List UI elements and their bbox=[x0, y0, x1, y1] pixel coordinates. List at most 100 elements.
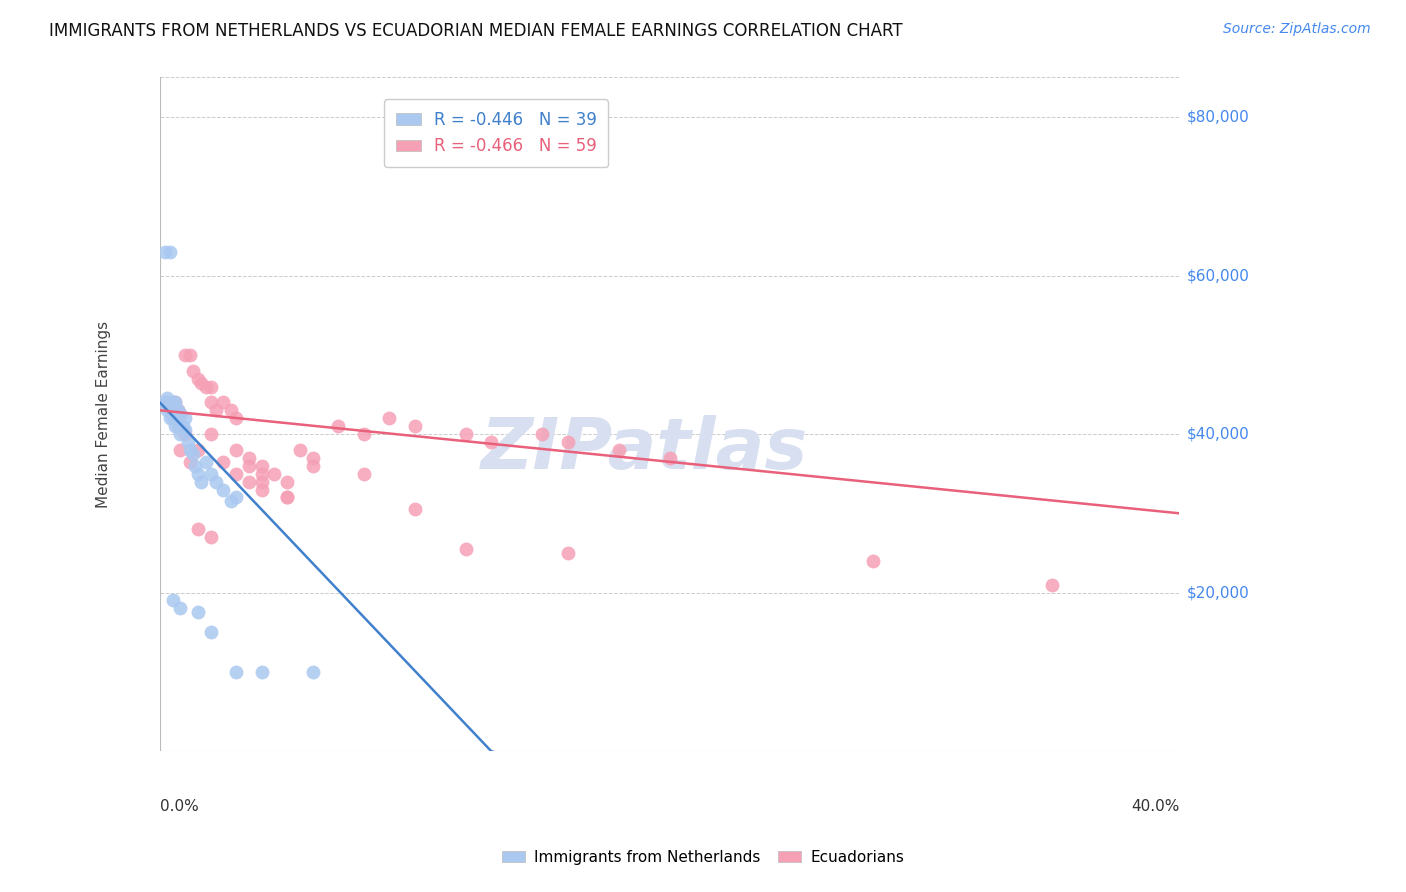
Point bbox=[165, 419, 187, 434]
Point bbox=[607, 442, 630, 457]
Point bbox=[169, 407, 191, 421]
Text: $20,000: $20,000 bbox=[1187, 585, 1250, 600]
Point bbox=[159, 244, 181, 259]
Point bbox=[205, 403, 228, 417]
Point bbox=[353, 467, 375, 481]
Text: Source: ZipAtlas.com: Source: ZipAtlas.com bbox=[1223, 22, 1371, 37]
Point bbox=[162, 411, 184, 425]
Point bbox=[250, 475, 273, 489]
Point bbox=[166, 403, 188, 417]
Point bbox=[179, 442, 201, 457]
Point bbox=[179, 348, 201, 362]
Point bbox=[219, 403, 242, 417]
Point bbox=[276, 491, 298, 505]
Point bbox=[162, 593, 184, 607]
Point bbox=[225, 665, 247, 679]
Point bbox=[187, 371, 209, 385]
Point bbox=[165, 395, 187, 409]
Point bbox=[162, 411, 184, 425]
Point bbox=[557, 546, 579, 560]
Point bbox=[250, 467, 273, 481]
Point bbox=[169, 442, 191, 457]
Point bbox=[162, 403, 184, 417]
Point bbox=[200, 625, 222, 640]
Point bbox=[166, 419, 188, 434]
Point bbox=[169, 407, 191, 421]
Point bbox=[238, 458, 260, 473]
Point bbox=[276, 475, 298, 489]
Point bbox=[153, 244, 176, 259]
Point bbox=[219, 494, 242, 508]
Point bbox=[184, 458, 207, 473]
Point bbox=[187, 606, 209, 620]
Point bbox=[181, 447, 204, 461]
Point bbox=[200, 427, 222, 442]
Text: 40.0%: 40.0% bbox=[1130, 798, 1180, 814]
Point bbox=[225, 442, 247, 457]
Point bbox=[225, 467, 247, 481]
Text: 0.0%: 0.0% bbox=[160, 798, 198, 814]
Point bbox=[404, 502, 426, 516]
Point bbox=[658, 450, 681, 465]
Point bbox=[225, 411, 247, 425]
Point bbox=[531, 427, 554, 442]
Point bbox=[177, 435, 200, 450]
Point bbox=[156, 392, 179, 406]
Point bbox=[165, 395, 187, 409]
Point bbox=[169, 427, 191, 442]
Text: ZIPatlas: ZIPatlas bbox=[481, 416, 808, 484]
Point bbox=[200, 395, 222, 409]
Point bbox=[225, 491, 247, 505]
Text: $40,000: $40,000 bbox=[1187, 426, 1250, 442]
Point bbox=[187, 522, 209, 536]
Point bbox=[212, 395, 235, 409]
Text: $60,000: $60,000 bbox=[1187, 268, 1250, 283]
Text: IMMIGRANTS FROM NETHERLANDS VS ECUADORIAN MEDIAN FEMALE EARNINGS CORRELATION CHA: IMMIGRANTS FROM NETHERLANDS VS ECUADORIA… bbox=[49, 22, 903, 40]
Point bbox=[153, 395, 176, 409]
Point bbox=[162, 395, 184, 409]
Point bbox=[187, 442, 209, 457]
Point bbox=[200, 467, 222, 481]
Point bbox=[378, 411, 401, 425]
Point bbox=[404, 419, 426, 434]
Point bbox=[205, 475, 228, 489]
Point bbox=[166, 403, 188, 417]
Point bbox=[200, 379, 222, 393]
Point bbox=[353, 427, 375, 442]
Point bbox=[557, 435, 579, 450]
Point bbox=[156, 395, 179, 409]
Point bbox=[159, 400, 181, 414]
Point bbox=[181, 364, 204, 378]
Point bbox=[328, 419, 350, 434]
Point bbox=[200, 530, 222, 544]
Point bbox=[190, 376, 212, 390]
Point bbox=[194, 455, 217, 469]
Point bbox=[174, 427, 197, 442]
Legend: R = -0.446   N = 39, R = -0.466   N = 59: R = -0.446 N = 39, R = -0.466 N = 59 bbox=[384, 99, 609, 167]
Point bbox=[174, 348, 197, 362]
Point bbox=[159, 403, 181, 417]
Point bbox=[276, 491, 298, 505]
Point bbox=[190, 475, 212, 489]
Point bbox=[238, 475, 260, 489]
Legend: Immigrants from Netherlands, Ecuadorians: Immigrants from Netherlands, Ecuadorians bbox=[495, 844, 911, 871]
Point bbox=[250, 665, 273, 679]
Point bbox=[238, 450, 260, 465]
Point bbox=[263, 467, 285, 481]
Point bbox=[862, 554, 884, 568]
Point bbox=[479, 435, 502, 450]
Point bbox=[250, 458, 273, 473]
Point bbox=[194, 379, 217, 393]
Point bbox=[174, 411, 197, 425]
Point bbox=[159, 411, 181, 425]
Point bbox=[174, 423, 197, 437]
Point bbox=[301, 665, 323, 679]
Point bbox=[250, 483, 273, 497]
Point bbox=[301, 450, 323, 465]
Text: $80,000: $80,000 bbox=[1187, 110, 1250, 125]
Point bbox=[172, 419, 194, 434]
Text: Median Female Earnings: Median Female Earnings bbox=[96, 321, 111, 508]
Point bbox=[169, 601, 191, 615]
Point bbox=[162, 403, 184, 417]
Point bbox=[301, 458, 323, 473]
